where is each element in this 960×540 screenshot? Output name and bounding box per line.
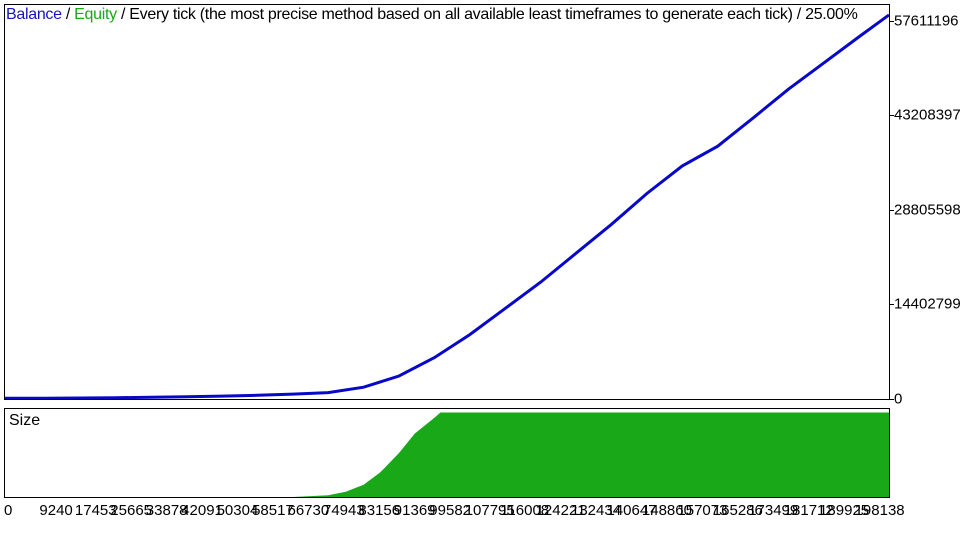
size-area-svg — [5, 409, 889, 497]
y-tick-label: 43208397 — [894, 107, 960, 124]
x-tick-label: 0 — [4, 502, 12, 519]
y-tick-label: 0 — [894, 391, 902, 408]
y-tick-label: 57611196 — [894, 12, 959, 29]
y-axis-labels: 014402799288055984320839757611196 — [894, 4, 958, 400]
size-label: Size — [9, 412, 40, 430]
y-tick-label: 14402799 — [894, 296, 960, 313]
chart-container: Balance / Equity / Every tick (the most … — [0, 0, 960, 540]
balance-equity-chart — [4, 4, 890, 400]
size-chart: Size — [4, 408, 890, 498]
x-tick-label: 198138 — [855, 502, 905, 519]
y-tick-label: 28805598 — [894, 201, 960, 218]
x-axis-labels: 0924017453256653387842091503045851766730… — [4, 502, 956, 532]
x-tick-label: 9240 — [39, 502, 72, 519]
balance-line-svg — [5, 5, 889, 399]
